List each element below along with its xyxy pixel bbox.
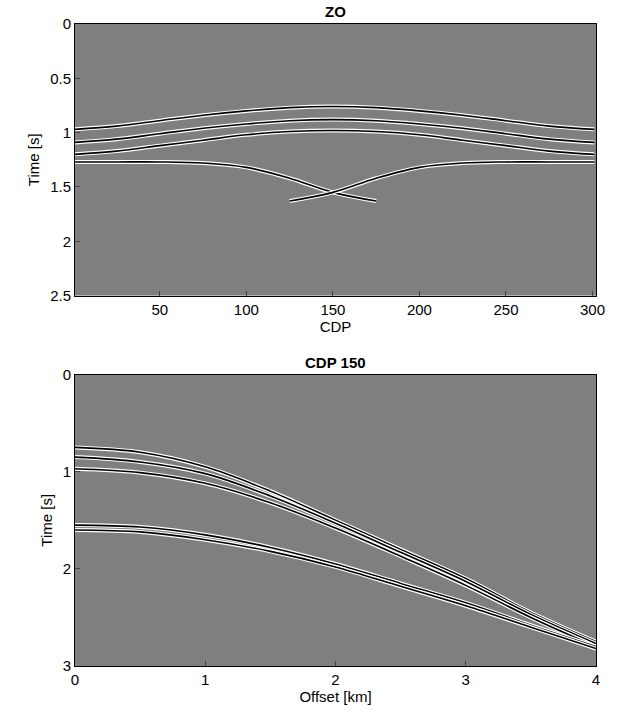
svg-text:0: 0 [71,671,79,688]
svg-text:100: 100 [234,301,259,318]
svg-text:200: 200 [407,301,432,318]
svg-text:3: 3 [462,671,470,688]
svg-text:0: 0 [63,366,71,383]
svg-text:1.5: 1.5 [50,178,71,195]
svg-text:4: 4 [592,671,600,688]
svg-text:Time [s]: Time [s] [25,133,42,186]
svg-text:2.5: 2.5 [50,287,71,304]
svg-text:CDP: CDP [320,318,352,335]
svg-text:2: 2 [331,671,339,688]
svg-text:50: 50 [151,301,168,318]
svg-text:1: 1 [63,124,71,141]
svg-text:2: 2 [63,233,71,250]
svg-text:250: 250 [493,301,518,318]
svg-text:ZO: ZO [325,3,346,20]
svg-text:1: 1 [63,463,71,480]
svg-text:300: 300 [580,301,605,318]
svg-text:Offset [km]: Offset [km] [299,688,371,705]
svg-text:150: 150 [320,301,345,318]
svg-text:3: 3 [63,657,71,674]
svg-text:0.5: 0.5 [50,70,71,87]
svg-text:2: 2 [63,560,71,577]
svg-text:Time [s]: Time [s] [38,494,55,547]
svg-text:0: 0 [63,15,71,32]
svg-text:CDP 150: CDP 150 [305,354,366,371]
svg-text:1: 1 [201,671,209,688]
